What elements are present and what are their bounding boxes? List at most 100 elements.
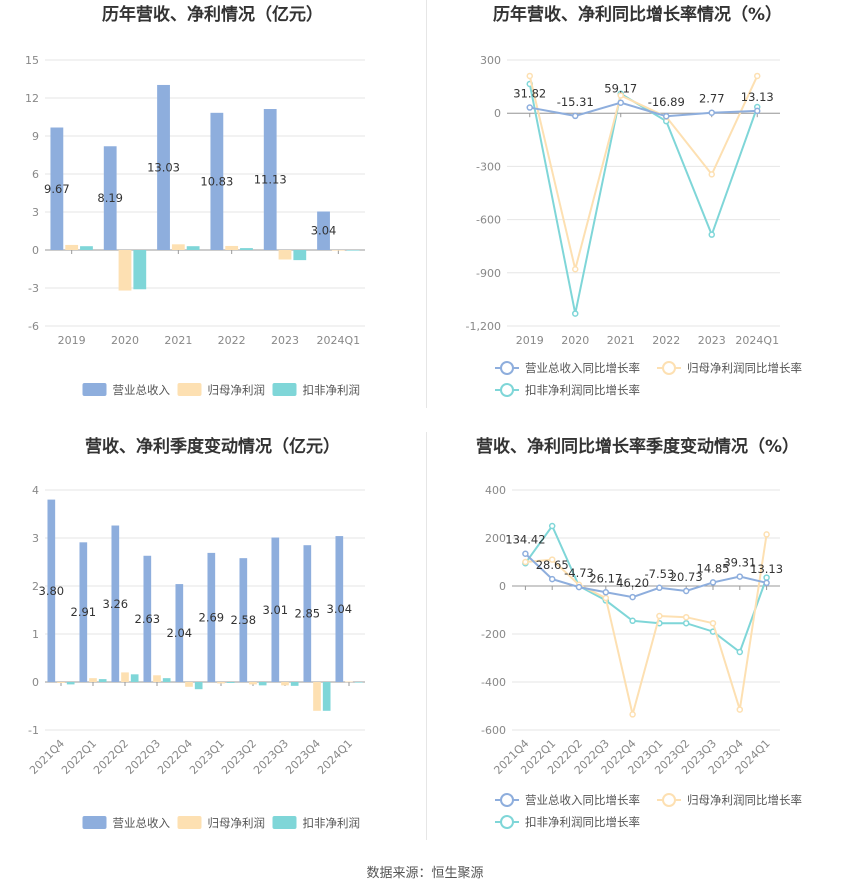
- legend-label: 营业总收入: [113, 383, 171, 397]
- y-tick-label: 3: [32, 206, 39, 219]
- legend-label: 归母净利润同比增长率: [687, 793, 802, 807]
- line-data-label: 46.20: [616, 576, 649, 590]
- x-tick-label: 2022: [218, 334, 246, 347]
- bar-revenue: [111, 525, 120, 682]
- bar-deducted-profit: [293, 250, 307, 261]
- y-tick-label: 400: [485, 484, 506, 497]
- line-point: [763, 531, 770, 538]
- bar-data-label: 2.91: [71, 605, 97, 619]
- x-tick-label: 2024Q1: [317, 334, 361, 347]
- line-revenue-growth: [529, 101, 758, 118]
- bar-data-label: 10.83: [200, 174, 233, 188]
- y-tick-label: 2: [32, 580, 39, 593]
- line-point: [629, 593, 636, 601]
- line-point: [629, 711, 636, 718]
- line-data-label: 31.82: [513, 87, 546, 101]
- vertical-divider-top: [426, 0, 427, 408]
- legend-label: 扣非净利润同比增长率: [525, 815, 640, 829]
- bar-parent-profit: [171, 244, 185, 250]
- bar-data-label: 2.69: [199, 610, 225, 624]
- x-tick-label: 2024Q1: [315, 737, 355, 777]
- legend-swatch: [177, 383, 202, 396]
- line-point: [572, 266, 579, 273]
- chart-quarterly-revenue-profit: 营收、净利季度变动情况（亿元）-1012342021Q42022Q12022Q2…: [27, 436, 365, 830]
- line-data-label: 28.65: [536, 558, 569, 572]
- x-tick-label: 2023: [698, 334, 726, 347]
- line-point: [682, 619, 690, 627]
- line-point: [617, 99, 624, 106]
- bar-revenue: [143, 555, 152, 682]
- legend-marker: [500, 815, 514, 829]
- bar-parent-profit: [345, 681, 353, 683]
- line-data-label: 13.13: [750, 562, 783, 576]
- legend-marker: [500, 793, 514, 807]
- bar-deducted-profit: [290, 682, 299, 686]
- legend-marker: [662, 361, 676, 375]
- legend-swatch: [82, 816, 107, 829]
- bar-data-label: 8.19: [97, 191, 123, 205]
- legend-marker: [662, 793, 676, 807]
- bar-data-label: 2.58: [231, 613, 257, 627]
- bar-revenue: [175, 584, 184, 682]
- bar-parent-profit: [121, 672, 129, 682]
- y-tick-label: -200: [481, 628, 506, 641]
- chart-title: 营收、净利同比增长率季度变动情况（%）: [476, 436, 799, 457]
- data-source-note: 数据来源：恒生聚源: [366, 866, 484, 881]
- bar-data-label: 2.63: [135, 612, 161, 626]
- line-data-label: 26.17: [589, 571, 622, 585]
- bar-parent-profit: [249, 682, 257, 685]
- bar-revenue: [79, 542, 88, 682]
- bar-data-label: 3.80: [39, 584, 65, 598]
- line-point: [617, 92, 624, 99]
- chart-title: 历年营收、净利情况（亿元）: [102, 4, 323, 25]
- y-tick-label: 12: [25, 92, 39, 105]
- line-point: [736, 706, 744, 713]
- line-revenue-growth: [524, 553, 767, 599]
- line-point: [526, 72, 533, 80]
- y-tick-label: -6: [28, 320, 39, 333]
- x-tick-label: 2021: [164, 334, 192, 347]
- legend-label: 营业总收入同比增长率: [525, 793, 640, 807]
- bar-revenue: [103, 146, 117, 250]
- x-tick-label: 2019: [58, 334, 86, 347]
- legend-swatch: [272, 816, 297, 829]
- bar-data-label: 3.04: [327, 602, 353, 616]
- line-point: [526, 104, 533, 111]
- x-tick-label: 2020: [561, 334, 589, 347]
- bar-deducted-profit: [80, 246, 93, 250]
- bar-deducted-profit: [322, 682, 331, 711]
- line-point: [754, 107, 761, 115]
- bar-data-label: 3.01: [263, 603, 289, 617]
- line-point: [522, 558, 529, 566]
- vertical-divider-bottom: [426, 432, 427, 840]
- bar-data-label: 3.26: [103, 597, 129, 611]
- legend-swatch: [272, 383, 297, 396]
- bar-deducted-profit: [130, 674, 139, 682]
- y-tick-label: -1: [28, 724, 39, 737]
- line-data-label: -4.73: [564, 566, 594, 580]
- bar-deducted-profit: [186, 246, 200, 250]
- line-data-label: -16.89: [648, 95, 685, 109]
- bar-revenue: [263, 109, 277, 251]
- bar-deducted-profit: [162, 678, 171, 682]
- bar-revenue: [271, 537, 280, 682]
- chart-quarterly-growth-rate: 营收、净利同比增长率季度变动情况（%） -600 -400 -200 0 200 400 20…: [476, 436, 802, 829]
- line-point: [548, 556, 556, 563]
- bar-deducted-profit: [133, 250, 147, 290]
- y-tick-label: 4: [32, 484, 39, 497]
- bar-parent-profit: [65, 244, 79, 250]
- legend-marker: [500, 383, 514, 397]
- y-tick-label: 6: [32, 168, 39, 181]
- line-point: [709, 579, 717, 586]
- legend-label: 扣非净利润: [303, 383, 361, 397]
- y-tick-label: 3: [32, 532, 39, 545]
- line-point: [708, 171, 715, 178]
- line-point: [572, 310, 579, 317]
- chart-annual-revenue-profit: 历年营收、净利情况（亿元） -6 -3 0 3 6 9 12 15 2019 2020 2021 202…: [25, 4, 365, 397]
- bar-revenue: [303, 545, 312, 682]
- bar-parent-profit: [225, 245, 239, 250]
- bar-parent-profit: [281, 682, 289, 686]
- y-tick-label: -3: [28, 282, 39, 295]
- x-tick-label: 2022: [652, 334, 680, 347]
- line-deducted-profit-growth: [524, 524, 768, 654]
